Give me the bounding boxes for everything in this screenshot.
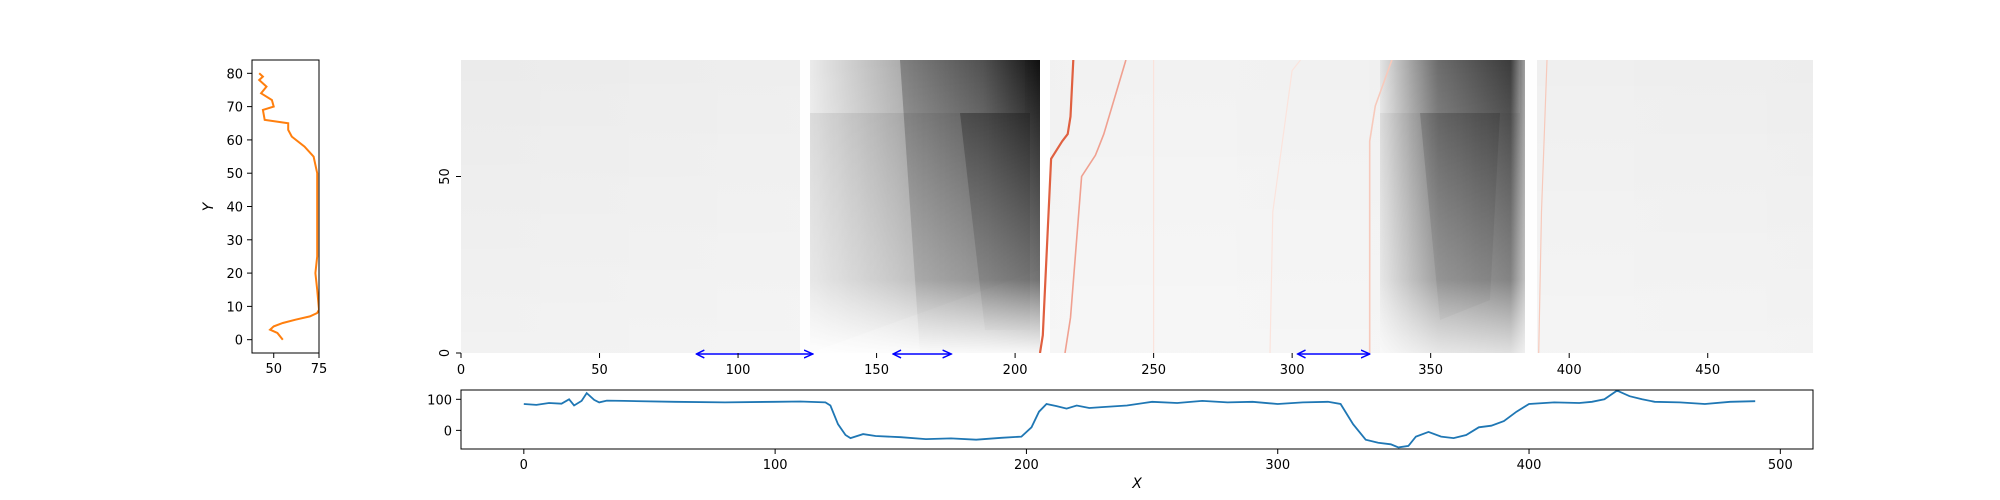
- left-y-tick-label: 50: [226, 167, 243, 182]
- contour-line: [1368, 60, 1393, 353]
- main-x-tick-label: 250: [1141, 363, 1166, 378]
- main-x-tick-label: 400: [1557, 363, 1582, 378]
- bottom-x-tick-label: 0: [520, 458, 528, 473]
- main-x-tick-label: 200: [1003, 363, 1028, 378]
- bottom-x-tick-label: 400: [1517, 458, 1542, 473]
- main-y-tick-label: 0: [438, 349, 453, 357]
- main-y-tick-label: 50: [438, 168, 453, 185]
- bottom-x-tick-label: 300: [1265, 458, 1290, 473]
- left-profile-panel: 50 75 0 10 20 30 40 50 60 70 80 Y: [201, 59, 327, 377]
- main-image-panel: 0 50 100 150 200 250 300 350 400 450 0 50: [438, 60, 1813, 378]
- main-x-tick-label: 150: [864, 363, 889, 378]
- main-x-tick-label: 50: [591, 363, 608, 378]
- left-profile-y-ticks: 0 10 20 30 40 50 60 70 80: [226, 67, 252, 349]
- bottom-profile-y-ticks: 0 100: [427, 393, 461, 439]
- contour-line: [1064, 60, 1127, 353]
- bottom-x-tick-label: 100: [763, 458, 788, 473]
- main-x-tick-label: 350: [1418, 363, 1443, 378]
- left-y-tick-label: 30: [226, 234, 243, 249]
- contour-line: [1038, 60, 1075, 353]
- bottom-profile-line: [523, 390, 1756, 449]
- bottom-profile-x-label: X: [1131, 476, 1142, 492]
- left-y-tick-label: 80: [226, 67, 243, 82]
- left-y-tick-label: 0: [235, 334, 243, 349]
- left-profile-series: [257, 72, 319, 341]
- left-x-tick-label: 50: [265, 362, 282, 377]
- bottom-profile-panel: 0 100 200 300 400 500 0 100 X: [427, 389, 1814, 492]
- bottom-profile-x-ticks: 0 100 200 300 400 500: [520, 449, 1793, 473]
- main-x-tick-label: 300: [1280, 363, 1305, 378]
- bottom-y-tick-label: 0: [444, 424, 452, 439]
- left-y-tick-label: 10: [226, 300, 243, 315]
- bottom-profile-series: [523, 390, 1756, 449]
- left-y-tick-label: 40: [226, 201, 243, 216]
- left-profile-frame: [251, 59, 320, 354]
- left-y-tick-label: 20: [226, 267, 243, 282]
- main-x-tick-label: 100: [726, 363, 751, 378]
- left-profile-y-label: Y: [201, 201, 217, 211]
- left-y-tick-label: 60: [226, 134, 243, 149]
- bottom-x-tick-label: 500: [1768, 458, 1793, 473]
- main-x-ticks: 0 50 100 150 200 250 300 350 400 450: [457, 353, 1720, 378]
- main-y-ticks: 0 50: [438, 168, 461, 357]
- bottom-x-tick-label: 200: [1014, 458, 1039, 473]
- main-x-tick-label: 0: [457, 363, 465, 378]
- main-x-tick-label: 450: [1695, 363, 1720, 378]
- left-y-tick-label: 70: [226, 101, 243, 116]
- left-profile-line: [257, 72, 319, 341]
- left-x-tick-label: 75: [311, 362, 328, 377]
- contour-line: [1269, 60, 1301, 353]
- bottom-y-tick-label: 100: [427, 393, 452, 408]
- bottom-profile-frame: [460, 389, 1814, 450]
- contour-line: [1538, 60, 1548, 353]
- heatmap-contours: [1038, 60, 1548, 353]
- heatmap-image: [461, 60, 1813, 353]
- left-profile-x-ticks: 50 75: [265, 353, 327, 377]
